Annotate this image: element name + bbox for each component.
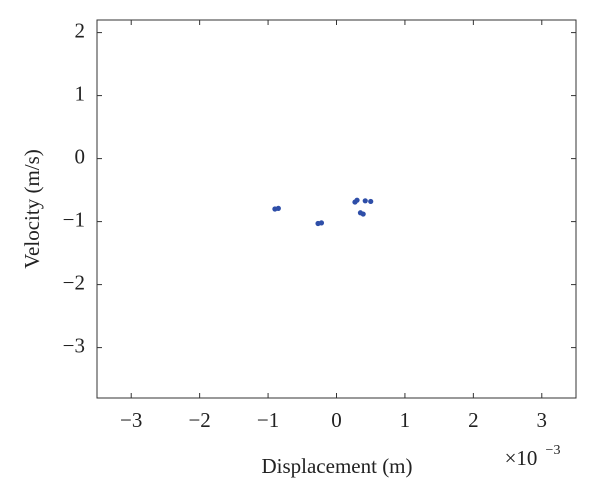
y-tick-label: −3: [63, 333, 85, 357]
x-tick-label: 2: [468, 408, 479, 432]
y-tick-label: −1: [63, 207, 85, 231]
plot-frame: [96, 19, 577, 399]
y-tick-label: 0: [75, 144, 86, 168]
x-tick-label: −2: [188, 408, 210, 432]
point: [360, 211, 366, 217]
y-axis-label: Velocity (m/s): [20, 149, 44, 269]
point: [362, 198, 368, 204]
point: [275, 205, 281, 211]
y-tick-label: 2: [75, 18, 86, 42]
x-tick-label: −3: [120, 408, 142, 432]
point: [354, 197, 360, 203]
y-tick-label: −2: [63, 270, 85, 294]
point: [368, 198, 374, 205]
x-tick-label: 3: [537, 408, 548, 432]
x-tick-label: 0: [331, 408, 342, 432]
x-multiplier: ×10: [505, 446, 538, 470]
x-multiplier-exponent: −3: [546, 443, 561, 458]
x-axis-label: Displacement (m): [261, 454, 412, 478]
x-tick-label: 1: [400, 408, 411, 432]
point: [318, 220, 325, 226]
y-tick-label: 1: [75, 81, 86, 105]
x-tick-label: −1: [257, 408, 279, 432]
